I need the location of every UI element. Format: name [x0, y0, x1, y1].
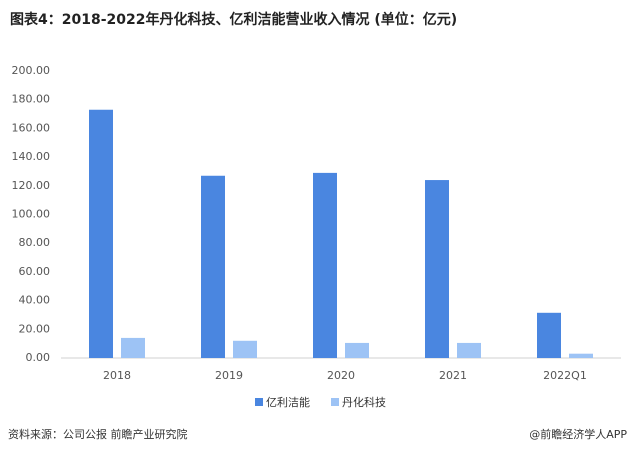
bar	[201, 175, 225, 358]
y-tick-label: 140.00	[12, 150, 51, 163]
x-tick-label: 2019	[215, 369, 243, 382]
y-tick-label: 100.00	[12, 208, 51, 221]
bar	[425, 180, 449, 358]
y-tick-label: 180.00	[12, 93, 51, 106]
legend-label: 丹化科技	[342, 395, 386, 409]
bar	[345, 342, 369, 358]
legend-label: 亿利洁能	[266, 395, 310, 409]
bar	[121, 337, 145, 358]
bar	[313, 172, 337, 358]
y-tick-label: 60.00	[19, 265, 51, 278]
source-note: 资料来源：公司公报 前瞻产业研究院	[8, 427, 188, 441]
chart-title: 图表4：2018-2022年丹化科技、亿利洁能营业收入情况 (单位：亿元)	[10, 11, 457, 28]
x-tick-label: 2022Q1	[543, 369, 587, 382]
y-tick-label: 80.00	[19, 236, 51, 249]
bar	[537, 312, 561, 358]
y-tick-label: 200.00	[12, 64, 51, 77]
y-tick-label: 160.00	[12, 121, 51, 134]
y-tick-label: 20.00	[19, 322, 51, 335]
legend-swatch	[331, 398, 339, 406]
bar	[569, 353, 593, 358]
bar	[233, 340, 257, 358]
bar	[457, 342, 481, 358]
y-tick-label: 40.00	[19, 294, 51, 307]
legend-swatch	[255, 398, 263, 406]
y-tick-label: 120.00	[12, 179, 51, 192]
bar	[89, 109, 113, 359]
x-tick-label: 2018	[103, 369, 131, 382]
y-tick-label: 0.00	[26, 351, 51, 364]
x-tick-label: 2021	[439, 369, 467, 382]
x-tick-label: 2020	[327, 369, 355, 382]
credit: @前瞻经济学人APP	[529, 427, 627, 441]
